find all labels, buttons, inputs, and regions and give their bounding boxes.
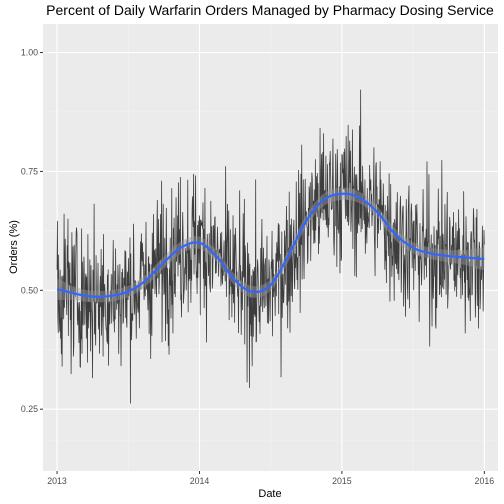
y-axis-ticks: 0.25 0.50 0.75 1.00	[21, 48, 43, 414]
x-axis-ticks: 2013 2014 2015 2016	[47, 471, 494, 486]
x-axis-label: Date	[258, 488, 281, 500]
chart-title: Percent of Daily Warfarin Orders Managed…	[46, 2, 494, 18]
smooth-confidence-band	[57, 187, 485, 303]
x-tick-label: 2016	[475, 476, 495, 486]
y-tick-label: 0.50	[21, 285, 38, 295]
x-tick-label: 2015	[332, 476, 352, 486]
y-axis-label: Orders (%)	[8, 220, 20, 274]
x-tick-label: 2014	[190, 476, 210, 486]
smooth-trend-line	[56, 192, 485, 298]
x-tick-label: 2013	[47, 476, 67, 486]
y-tick-label: 0.75	[21, 166, 38, 176]
y-tick-label: 1.00	[21, 48, 38, 58]
y-tick-label: 0.25	[21, 404, 38, 414]
